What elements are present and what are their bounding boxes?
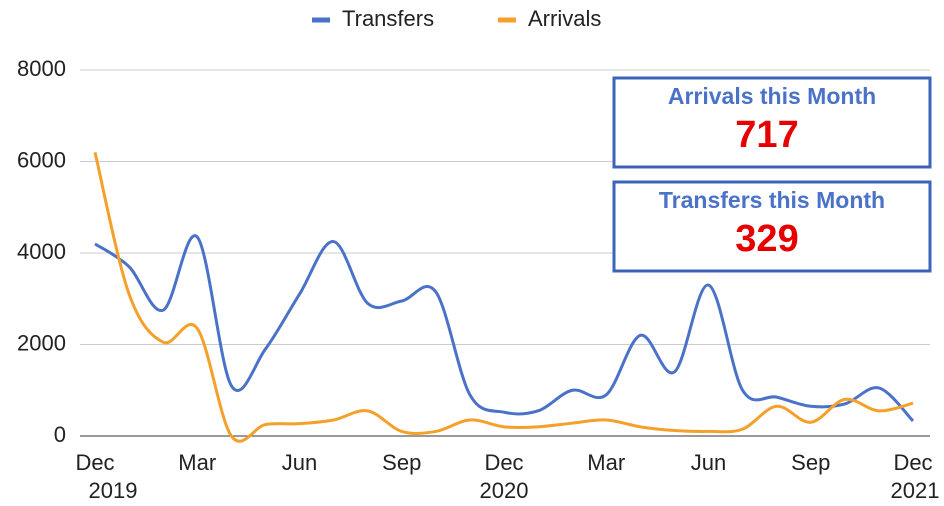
y-tick-label: 2000 <box>17 330 66 355</box>
x-tick-label: Sep <box>382 450 421 475</box>
annotation-value: 717 <box>735 114 798 156</box>
annotation-value: 329 <box>735 218 798 260</box>
x-year-label: 2019 <box>89 478 138 503</box>
y-tick-label: 6000 <box>17 147 66 172</box>
legend-label: Transfers <box>342 6 434 31</box>
x-tick-label: Dec <box>75 450 114 475</box>
x-tick-label: Jun <box>282 450 317 475</box>
x-tick-label: Dec <box>484 450 523 475</box>
x-year-label: 2021 <box>891 478 940 503</box>
y-tick-label: 0 <box>54 422 66 447</box>
annotation-box <box>612 180 932 273</box>
series-line <box>94 234 915 423</box>
x-tick-label: Dec <box>893 450 932 475</box>
annotation-title: Transfers this Month <box>659 187 885 213</box>
legend-label: Arrivals <box>528 6 601 31</box>
series-line <box>93 151 914 443</box>
x-year-label: 2020 <box>480 478 529 503</box>
x-tick-label: Mar <box>178 450 216 475</box>
x-tick-label: Jun <box>691 450 726 475</box>
y-tick-label: 8000 <box>17 56 66 81</box>
annotation-box <box>612 76 932 169</box>
x-tick-label: Mar <box>587 450 625 475</box>
y-tick-label: 4000 <box>17 239 66 264</box>
x-tick-label: Sep <box>791 450 830 475</box>
annotation-title: Arrivals this Month <box>668 83 876 109</box>
